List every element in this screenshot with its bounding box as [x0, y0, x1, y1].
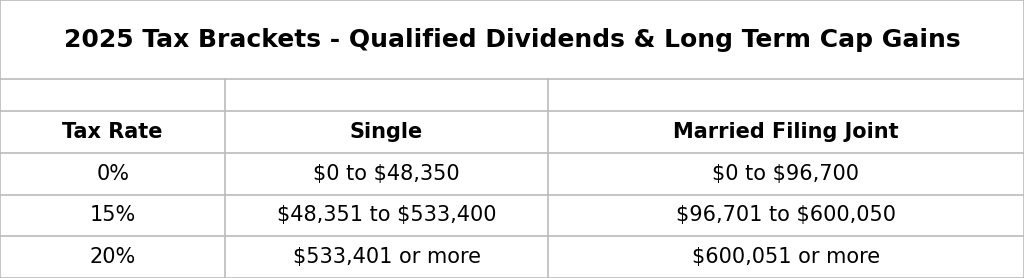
Text: $96,701 to $600,050: $96,701 to $600,050: [676, 205, 896, 225]
Text: Tax Rate: Tax Rate: [62, 122, 163, 142]
Text: 20%: 20%: [89, 247, 136, 267]
Text: Single: Single: [350, 122, 423, 142]
Text: Married Filing Joint: Married Filing Joint: [673, 122, 899, 142]
Text: 15%: 15%: [89, 205, 136, 225]
Text: $0 to $48,350: $0 to $48,350: [313, 164, 460, 184]
Text: $0 to $96,700: $0 to $96,700: [713, 164, 859, 184]
Text: $48,351 to $533,400: $48,351 to $533,400: [276, 205, 497, 225]
Text: $533,401 or more: $533,401 or more: [293, 247, 480, 267]
Text: 0%: 0%: [96, 164, 129, 184]
Text: 2025 Tax Brackets - Qualified Dividends & Long Term Cap Gains: 2025 Tax Brackets - Qualified Dividends …: [63, 28, 961, 52]
Text: $600,051 or more: $600,051 or more: [692, 247, 880, 267]
